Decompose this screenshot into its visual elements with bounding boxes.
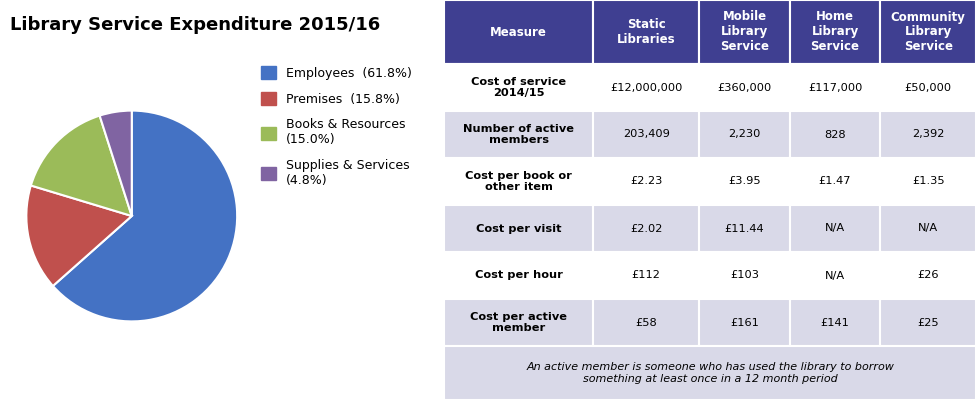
Text: 2,230: 2,230: [728, 130, 761, 140]
FancyBboxPatch shape: [700, 205, 790, 252]
Text: N/A: N/A: [825, 270, 845, 280]
Text: N/A: N/A: [918, 224, 938, 234]
Text: £58: £58: [635, 318, 657, 328]
Wedge shape: [100, 110, 132, 216]
Text: £12,000,000: £12,000,000: [610, 82, 682, 92]
FancyBboxPatch shape: [700, 0, 790, 64]
FancyBboxPatch shape: [444, 64, 593, 111]
Text: Number of active
members: Number of active members: [463, 124, 574, 145]
FancyBboxPatch shape: [444, 346, 976, 400]
FancyBboxPatch shape: [700, 252, 790, 299]
Text: Community
Library
Service: Community Library Service: [891, 10, 965, 54]
FancyBboxPatch shape: [593, 64, 700, 111]
FancyBboxPatch shape: [880, 205, 976, 252]
Text: Home
Library
Service: Home Library Service: [810, 10, 860, 54]
Text: Cost per book or
other item: Cost per book or other item: [466, 171, 572, 192]
FancyBboxPatch shape: [790, 299, 880, 346]
FancyBboxPatch shape: [700, 111, 790, 158]
Text: Library Service Expenditure 2015/16: Library Service Expenditure 2015/16: [10, 16, 380, 34]
FancyBboxPatch shape: [444, 158, 593, 205]
Legend: Employees  (61.8%), Premises  (15.8%), Books & Resources
(15.0%), Supplies & Ser: Employees (61.8%), Premises (15.8%), Boo…: [261, 66, 412, 187]
FancyBboxPatch shape: [593, 111, 700, 158]
Text: Static
Libraries: Static Libraries: [617, 18, 675, 46]
Text: £11.44: £11.44: [725, 224, 764, 234]
Text: £25: £25: [917, 318, 939, 328]
FancyBboxPatch shape: [790, 205, 880, 252]
Text: £141: £141: [821, 318, 849, 328]
FancyBboxPatch shape: [790, 64, 880, 111]
Text: Cost per hour: Cost per hour: [474, 270, 562, 280]
Text: Measure: Measure: [490, 26, 547, 38]
FancyBboxPatch shape: [700, 158, 790, 205]
FancyBboxPatch shape: [444, 0, 593, 64]
Text: £2.23: £2.23: [630, 176, 663, 186]
FancyBboxPatch shape: [880, 111, 976, 158]
FancyBboxPatch shape: [444, 205, 593, 252]
FancyBboxPatch shape: [790, 111, 880, 158]
FancyBboxPatch shape: [593, 158, 700, 205]
Text: £2.02: £2.02: [630, 224, 663, 234]
FancyBboxPatch shape: [700, 64, 790, 111]
Text: £1.47: £1.47: [819, 176, 851, 186]
Text: £117,000: £117,000: [808, 82, 862, 92]
Text: An active member is someone who has used the library to borrow
something at leas: An active member is someone who has used…: [526, 362, 894, 384]
Text: Mobile
Library
Service: Mobile Library Service: [720, 10, 769, 54]
Text: Cost per active
member: Cost per active member: [470, 312, 567, 333]
FancyBboxPatch shape: [790, 158, 880, 205]
FancyBboxPatch shape: [880, 158, 976, 205]
FancyBboxPatch shape: [593, 299, 700, 346]
Text: £360,000: £360,000: [717, 82, 772, 92]
FancyBboxPatch shape: [444, 111, 593, 158]
FancyBboxPatch shape: [593, 252, 700, 299]
Text: £26: £26: [917, 270, 939, 280]
FancyBboxPatch shape: [880, 252, 976, 299]
FancyBboxPatch shape: [880, 64, 976, 111]
Text: Cost per visit: Cost per visit: [475, 224, 561, 234]
Text: 2,392: 2,392: [912, 130, 945, 140]
Wedge shape: [53, 110, 237, 322]
Text: £161: £161: [730, 318, 759, 328]
Text: 828: 828: [824, 130, 846, 140]
Text: £50,000: £50,000: [905, 82, 952, 92]
FancyBboxPatch shape: [593, 205, 700, 252]
Text: N/A: N/A: [825, 224, 845, 234]
FancyBboxPatch shape: [444, 252, 593, 299]
Wedge shape: [31, 116, 132, 216]
FancyBboxPatch shape: [700, 299, 790, 346]
FancyBboxPatch shape: [790, 0, 880, 64]
Text: 203,409: 203,409: [623, 130, 670, 140]
FancyBboxPatch shape: [444, 299, 593, 346]
Text: £1.35: £1.35: [912, 176, 945, 186]
FancyBboxPatch shape: [880, 299, 976, 346]
FancyBboxPatch shape: [880, 0, 976, 64]
Text: Cost of service
2014/15: Cost of service 2014/15: [471, 77, 566, 98]
Wedge shape: [26, 186, 132, 286]
Text: £103: £103: [730, 270, 759, 280]
Text: £112: £112: [631, 270, 661, 280]
Text: £3.95: £3.95: [728, 176, 761, 186]
FancyBboxPatch shape: [790, 252, 880, 299]
FancyBboxPatch shape: [593, 0, 700, 64]
